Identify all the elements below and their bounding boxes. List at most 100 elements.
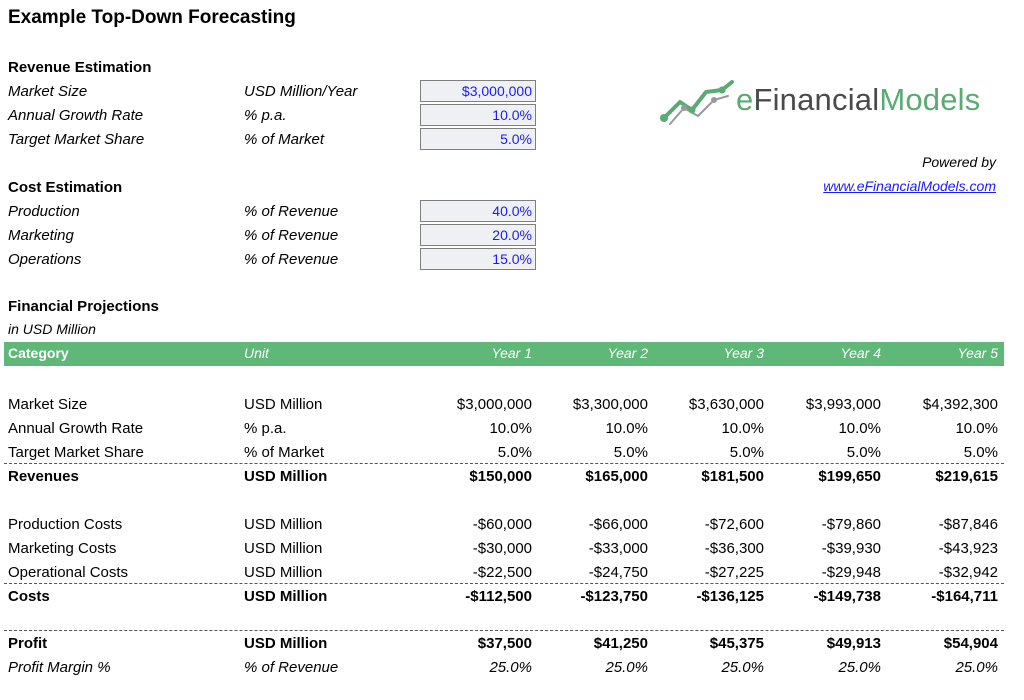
input-production[interactable]: 40.0% <box>420 200 536 222</box>
row-label: Operational Costs <box>8 564 129 581</box>
row-value: $4,392,300 <box>922 396 998 413</box>
row-label: Market Size <box>8 396 88 413</box>
row-value: -$164,711 <box>931 588 998 605</box>
efinancialmodels-logo: eFinancialModels <box>658 76 1003 128</box>
input-unit-operations: % of Revenue <box>244 251 339 268</box>
header-year-4: Year 4 <box>840 345 881 361</box>
row-label: Profit <box>8 635 48 652</box>
row-unit: % p.a. <box>244 420 287 437</box>
logo-text: eFinancialModels <box>736 82 981 117</box>
row-unit: USD Million <box>244 468 328 485</box>
table-row: Production Costs USD Million -$60,000 -$… <box>0 514 1024 538</box>
row-value: 25.0% <box>605 659 648 676</box>
row-value: $150,000 <box>469 468 532 485</box>
row-value: 10.0% <box>721 420 764 437</box>
input-operations[interactable]: 15.0% <box>420 248 536 270</box>
row-value: 5.0% <box>963 444 998 461</box>
row-value: $3,300,000 <box>572 396 648 413</box>
row-value: 25.0% <box>838 659 881 676</box>
divider <box>4 463 1004 464</box>
input-label-marketing: Marketing <box>8 227 74 244</box>
header-year-2: Year 2 <box>607 345 648 361</box>
row-value: 10.0% <box>605 420 648 437</box>
row-value: 5.0% <box>497 444 532 461</box>
input-unit-marketing: % of Revenue <box>244 227 339 244</box>
table-row-costs: Costs USD Million -$112,500 -$123,750 -$… <box>0 586 1024 610</box>
row-value: -$112,500 <box>465 588 532 605</box>
header-year-5: Year 5 <box>957 345 998 361</box>
row-value: -$39,930 <box>821 540 881 557</box>
row-value: -$27,225 <box>704 564 764 581</box>
row-value: -$60,000 <box>472 516 532 533</box>
row-label: Revenues <box>8 468 79 485</box>
row-value: 10.0% <box>489 420 532 437</box>
input-market-size[interactable]: $3,000,000 <box>420 80 536 102</box>
row-value: -$136,125 <box>696 588 764 605</box>
input-unit-production: % of Revenue <box>244 203 339 220</box>
row-value: 25.0% <box>489 659 532 676</box>
row-value: -$30,000 <box>472 540 532 557</box>
chart-line-icon <box>660 80 734 125</box>
divider <box>4 583 1004 584</box>
input-label-market-size: Market Size <box>8 83 88 100</box>
header-year-3: Year 3 <box>723 345 764 361</box>
input-market-share[interactable]: 5.0% <box>420 128 536 150</box>
input-growth-rate[interactable]: 10.0% <box>420 104 536 126</box>
input-unit-market-share: % of Market <box>244 131 325 148</box>
row-value: -$66,000 <box>588 516 648 533</box>
row-value: -$149,738 <box>813 588 881 605</box>
page-title: Example Top-Down Forecasting <box>8 7 296 28</box>
header-unit: Unit <box>244 345 269 361</box>
header-category: Category <box>8 345 69 361</box>
row-value: 5.0% <box>729 444 764 461</box>
row-value: $45,375 <box>709 635 764 652</box>
row-value: $199,650 <box>818 468 881 485</box>
row-unit: USD Million <box>244 540 323 557</box>
row-unit: % of Revenue <box>244 659 339 676</box>
row-label: Production Costs <box>8 516 123 533</box>
projections-heading: Financial Projections <box>8 298 159 315</box>
table-row: Operational Costs USD Million -$22,500 -… <box>0 562 1024 586</box>
table-row: Market Size USD Million $3,000,000 $3,30… <box>0 394 1024 418</box>
row-value: $41,250 <box>593 635 648 652</box>
powered-by-label: Powered by <box>922 154 996 170</box>
row-label: Annual Growth Rate <box>8 420 144 437</box>
input-label-production: Production <box>8 203 80 220</box>
row-value: 10.0% <box>955 420 998 437</box>
row-value: $165,000 <box>585 468 648 485</box>
table-row-revenues: Revenues USD Million $150,000 $165,000 $… <box>0 466 1024 490</box>
header-year-1: Year 1 <box>491 345 532 361</box>
row-label: Target Market Share <box>8 444 144 461</box>
row-unit: % of Market <box>244 444 325 461</box>
row-value: -$32,942 <box>938 564 998 581</box>
input-marketing[interactable]: 20.0% <box>420 224 536 246</box>
input-unit-growth-rate: % p.a. <box>244 107 287 124</box>
row-unit: USD Million <box>244 516 323 533</box>
projections-subheading: in USD Million <box>8 321 96 337</box>
row-value: $37,500 <box>477 635 532 652</box>
row-value: 25.0% <box>721 659 764 676</box>
row-label: Costs <box>8 588 50 605</box>
row-value: -$33,000 <box>588 540 648 557</box>
row-value: -$36,300 <box>704 540 764 557</box>
divider <box>4 630 1004 631</box>
website-link[interactable]: www.eFinancialModels.com <box>823 178 996 194</box>
row-value: 25.0% <box>955 659 998 676</box>
input-label-operations: Operations <box>8 251 82 268</box>
row-value: -$79,860 <box>821 516 881 533</box>
row-value: 5.0% <box>613 444 648 461</box>
row-label: Marketing Costs <box>8 540 117 557</box>
row-label: Profit Margin % <box>8 659 111 676</box>
table-row: Target Market Share % of Market 5.0% 5.0… <box>0 442 1024 466</box>
input-label-market-share: Target Market Share <box>8 131 145 148</box>
row-value: $54,904 <box>943 635 998 652</box>
table-row-profit-margin: Profit Margin % % of Revenue 25.0% 25.0%… <box>0 657 1024 681</box>
table-row: Annual Growth Rate % p.a. 10.0% 10.0% 10… <box>0 418 1024 442</box>
row-value: $3,630,000 <box>688 396 764 413</box>
row-value: $219,615 <box>935 468 998 485</box>
row-value: -$72,600 <box>704 516 764 533</box>
row-unit: USD Million <box>244 635 328 652</box>
row-value: $49,913 <box>826 635 881 652</box>
row-value: -$87,846 <box>938 516 998 533</box>
row-value: -$29,948 <box>821 564 881 581</box>
